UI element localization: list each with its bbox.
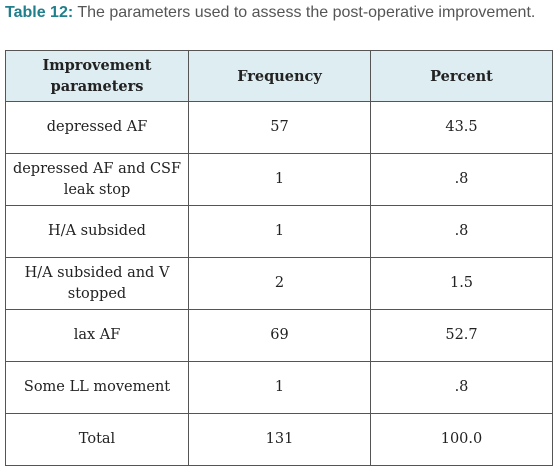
cell-percent: 52.7 [370, 309, 553, 362]
cell-parameter: H/A subsided [5, 205, 189, 258]
cell-percent: .8 [370, 205, 553, 258]
cell-parameter: depressed AF and CSF leak stop [5, 153, 189, 206]
cell-percent: .8 [370, 361, 553, 414]
cell-frequency: 69 [188, 309, 371, 362]
cell-frequency: 57 [188, 101, 371, 154]
cell-frequency: 1 [188, 361, 371, 414]
table-caption: Table 12: The parameters used to assess … [5, 3, 551, 22]
header-improvement-parameters: Improvement parameters [5, 50, 189, 102]
cell-frequency: 1 [188, 153, 371, 206]
table-row: depressed AF 57 43.5 [5, 101, 553, 154]
table-row: Some LL movement 1 .8 [5, 361, 553, 414]
table-row: depressed AF and CSF leak stop 1 .8 [5, 153, 553, 206]
cell-total-percent: 100.0 [370, 413, 553, 466]
table-row: H/A subsided and V stopped 2 1.5 [5, 257, 553, 310]
cell-parameter: lax AF [5, 309, 189, 362]
cell-percent: 1.5 [370, 257, 553, 310]
header-frequency: Frequency [188, 50, 371, 102]
table-row: H/A subsided 1 .8 [5, 205, 553, 258]
table-header-row: Improvement parameters Frequency Percent [5, 50, 553, 102]
cell-parameter: Some LL movement [5, 361, 189, 414]
caption-text: The parameters used to assess the post-o… [73, 4, 536, 21]
parameters-table: Improvement parameters Frequency Percent… [5, 50, 553, 466]
table-row: lax AF 69 52.7 [5, 309, 553, 362]
cell-percent: .8 [370, 153, 553, 206]
table-total-row: Total 131 100.0 [5, 413, 553, 466]
header-percent: Percent [370, 50, 553, 102]
cell-total-frequency: 131 [188, 413, 371, 466]
caption-label: Table 12: [5, 4, 74, 21]
cell-percent: 43.5 [370, 101, 553, 154]
cell-frequency: 2 [188, 257, 371, 310]
cell-frequency: 1 [188, 205, 371, 258]
cell-parameter: H/A subsided and V stopped [5, 257, 189, 310]
cell-total-label: Total [5, 413, 189, 466]
cell-parameter: depressed AF [5, 101, 189, 154]
